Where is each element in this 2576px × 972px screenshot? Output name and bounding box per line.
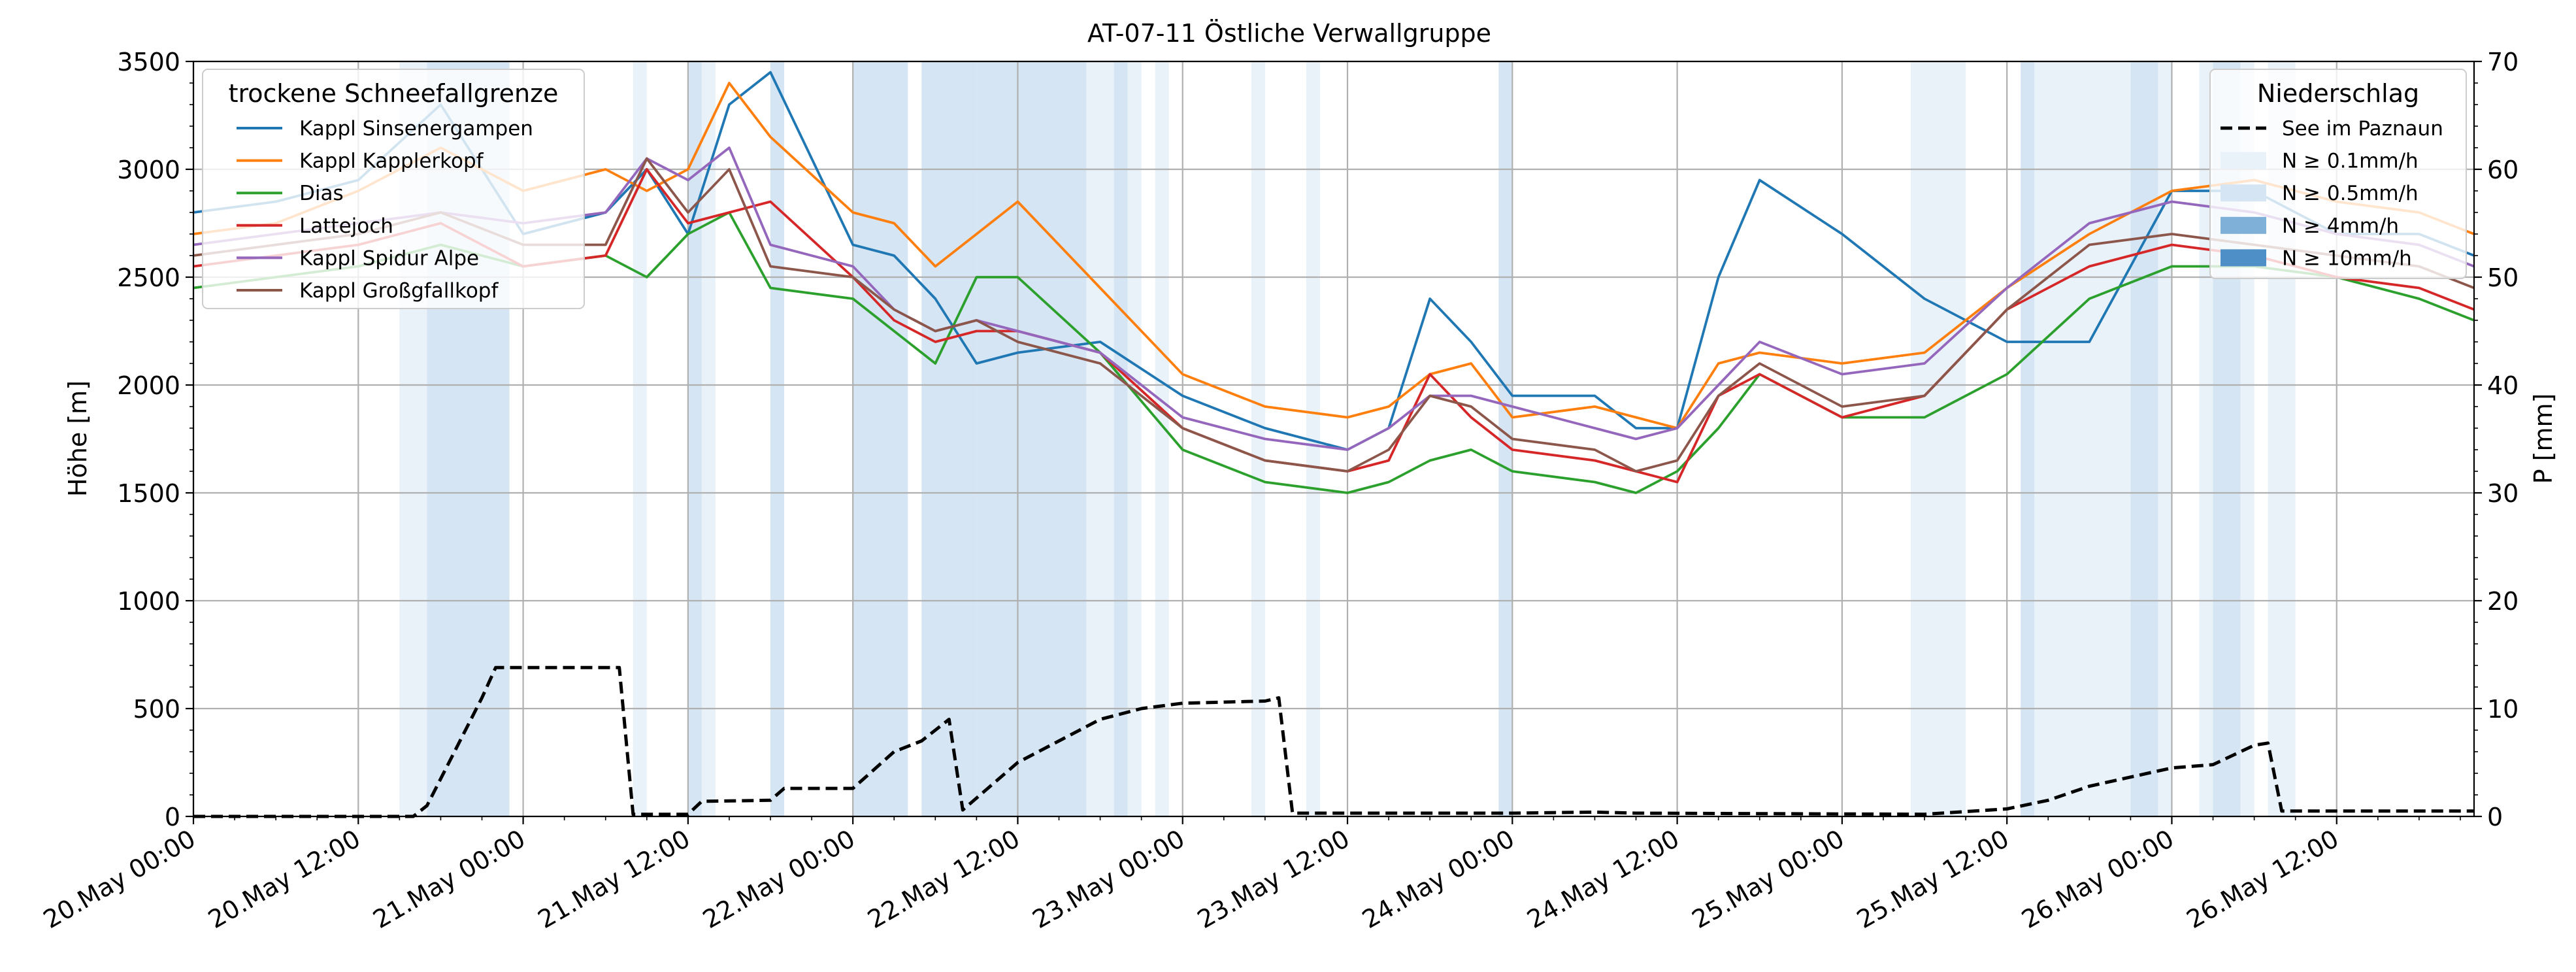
x-tick-label: 21.May 00:00 xyxy=(368,824,530,934)
legend-box xyxy=(202,69,585,309)
x-tick-label: 24.May 12:00 xyxy=(1522,824,1684,934)
chart-title: AT-07-11 Östliche Verwallgruppe xyxy=(1087,19,1491,48)
x-tick-label: 26.May 12:00 xyxy=(2182,824,2344,934)
y-tick-label-left: 500 xyxy=(133,695,180,724)
legend-label: N ≥ 10mm/h xyxy=(2282,246,2412,270)
y-tick-label-right: 30 xyxy=(2487,479,2518,508)
series-line-6 xyxy=(193,665,2474,818)
precip-band xyxy=(687,61,702,816)
series-line-2 xyxy=(193,211,2475,494)
legend-swatch xyxy=(2221,249,2266,267)
precip-band xyxy=(701,61,716,816)
legend-precipitation: Niederschlag See im Paznaun N ≥ 0.1mm/h N ≥… xyxy=(2209,69,2467,279)
x-tick-label: 25.May 00:00 xyxy=(1687,824,1849,934)
precip-band xyxy=(633,61,647,816)
precip-band xyxy=(2130,61,2158,816)
legend-label: N ≥ 0.1mm/h xyxy=(2282,150,2419,173)
y-tick-label-left: 2000 xyxy=(117,371,180,400)
series-lines xyxy=(193,71,2475,818)
legend-label: Kappl Sinsenergampen xyxy=(299,117,533,141)
legend-swatch xyxy=(2221,184,2266,202)
y-axis-label-right: P [mm] xyxy=(2529,394,2558,484)
x-tick-label: 25.May 12:00 xyxy=(1852,824,2014,934)
precip-band xyxy=(2158,61,2172,816)
precip-band xyxy=(921,61,977,816)
y-tick-label-left: 0 xyxy=(165,803,180,831)
y-tick-label-right: 60 xyxy=(2487,156,2518,184)
x-tick-label: 20.May 00:00 xyxy=(39,824,201,934)
x-tick-label: 21.May 12:00 xyxy=(533,824,695,934)
y-tick-label-right: 0 xyxy=(2487,803,2503,831)
precip-band xyxy=(1155,61,1169,816)
precip-band xyxy=(976,61,1046,816)
x-tick-label: 20.May 12:00 xyxy=(203,824,365,934)
legend-label: N ≥ 4mm/h xyxy=(2282,214,2399,238)
x-tick-label: 23.May 12:00 xyxy=(1193,824,1355,934)
legend-title: Niederschlag xyxy=(2257,79,2419,108)
x-tick-label: 24.May 00:00 xyxy=(1357,824,1519,934)
y-tick-label-right: 50 xyxy=(2487,263,2518,292)
precip-band xyxy=(2034,61,2131,816)
legend-title: trockene Schneefallgrenze xyxy=(229,79,559,108)
legend-label: N ≥ 0.5mm/h xyxy=(2282,182,2419,205)
precip-band xyxy=(1045,61,1087,816)
y-tick-label-left: 1500 xyxy=(117,479,180,508)
precip-band xyxy=(1498,61,1513,816)
legend-label: Dias xyxy=(299,182,344,205)
plot-frame xyxy=(192,60,2475,818)
y-tick-label-left: 3000 xyxy=(117,156,180,184)
y-tick-label-left: 1000 xyxy=(117,587,180,616)
legend-label: Kappl Großgfallkopf xyxy=(299,279,499,303)
series-line-5 xyxy=(193,157,2475,473)
y-tick-label-right: 70 xyxy=(2487,48,2518,76)
x-tick-label: 26.May 00:00 xyxy=(2017,824,2179,934)
precip-band xyxy=(1114,61,1128,816)
precip-band xyxy=(1251,61,1265,816)
precip-band xyxy=(1086,61,1114,816)
x-tick-label: 22.May 00:00 xyxy=(698,824,860,934)
legend-label: Kappl Kapplerkopf xyxy=(299,150,484,173)
y-tick-label-right: 40 xyxy=(2487,371,2518,400)
x-tick-label: 23.May 00:00 xyxy=(1028,824,1190,934)
legend-swatch xyxy=(2221,216,2266,234)
precip-band xyxy=(853,61,908,816)
legend-label: Kappl Spidur Alpe xyxy=(299,246,479,270)
y-tick-label-right: 10 xyxy=(2487,695,2518,724)
precip-band xyxy=(1306,61,1320,816)
legend-label: See im Paznaun xyxy=(2282,117,2443,141)
legend-label: Lattejoch xyxy=(299,214,393,238)
y-tick-label-left: 2500 xyxy=(117,263,180,292)
precip-band xyxy=(1911,61,1966,816)
precip-band xyxy=(1127,61,1142,816)
precip-band xyxy=(770,61,785,816)
legend-swatch xyxy=(2221,152,2266,169)
legend-snowline: trockene Schneefallgrenze Kappl Sinsenerg… xyxy=(202,69,585,309)
y-axis-label-left: Höhe [m] xyxy=(63,380,92,497)
y-tick-label-left: 3500 xyxy=(117,48,180,76)
x-tick-label: 22.May 12:00 xyxy=(863,824,1025,934)
legend-box xyxy=(2209,69,2467,279)
y-tick-label-right: 20 xyxy=(2487,587,2518,616)
precip-band xyxy=(2021,61,2035,816)
